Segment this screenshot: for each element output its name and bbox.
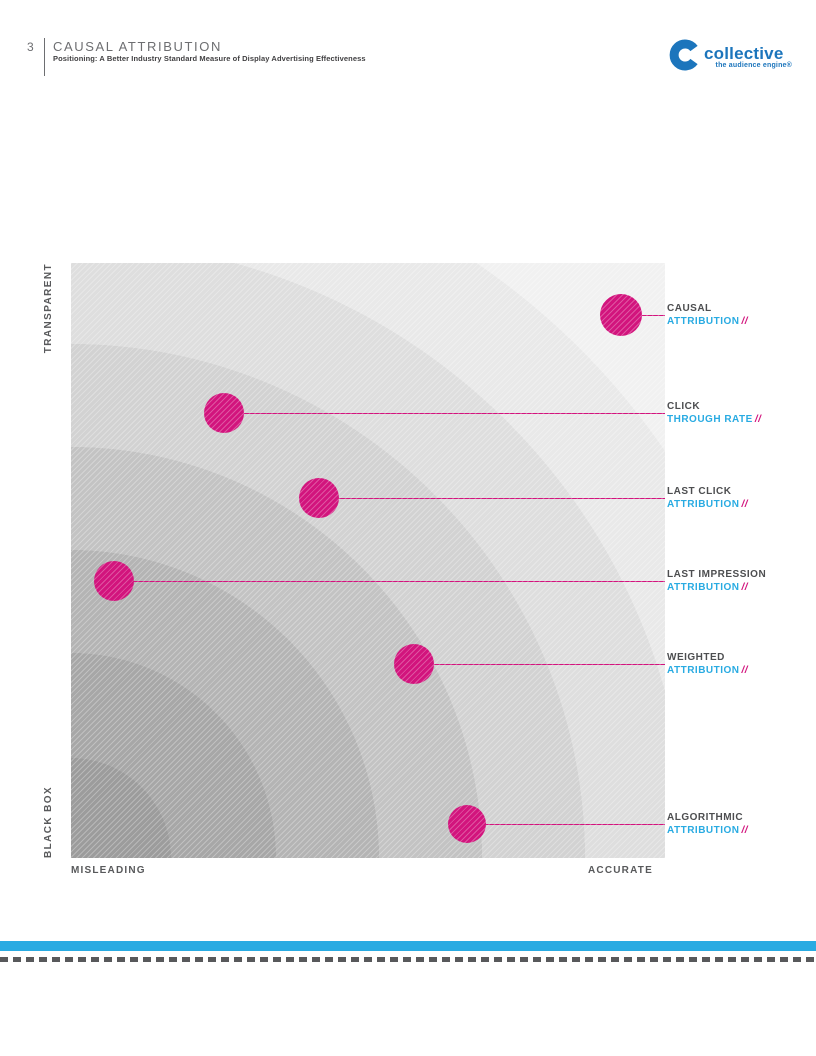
label-line2: ATTRIBUTION// (667, 582, 749, 593)
point-weighted-attribution (394, 644, 434, 684)
label-causal-attribution: CAUSAL ATTRIBUTION// (667, 302, 812, 328)
label-line1: LAST IMPRESSION (667, 569, 767, 580)
slashes-glyph: // (754, 414, 762, 425)
slashes-glyph: // (741, 825, 749, 836)
point-last-click-attribution (299, 478, 339, 518)
label-line2: ATTRIBUTION// (667, 825, 749, 836)
label-line2: THROUGH RATE// (667, 414, 762, 425)
connector-algorithmic-attribution (467, 824, 665, 825)
page-number: 3 (27, 40, 34, 54)
attribution-quadrant-chart (71, 263, 665, 858)
label-line1: ALGORITHMIC (667, 812, 744, 823)
label-click-through-rate: CLICK THROUGH RATE// (667, 400, 812, 426)
label-weighted-attribution: WEIGHTED ATTRIBUTION// (667, 651, 812, 677)
footer-blue-bar (0, 941, 816, 951)
connector-causal-attribution (621, 315, 665, 316)
connector-weighted-attribution (414, 664, 665, 665)
collective-c-icon (668, 38, 702, 77)
header-divider (44, 38, 45, 76)
label-line1: CLICK (667, 401, 701, 412)
label-line2: ATTRIBUTION// (667, 499, 749, 510)
slashes-glyph: // (741, 665, 749, 676)
point-algorithmic-attribution (448, 805, 486, 843)
page-subtitle: Positioning: A Better Industry Standard … (53, 54, 366, 63)
y-axis-bottom-label: BLACK BOX (43, 785, 54, 858)
slashes-glyph: // (741, 316, 749, 327)
label-line2: ATTRIBUTION// (667, 316, 749, 327)
x-axis-right-label: ACCURATE (588, 865, 653, 876)
label-line2: ATTRIBUTION// (667, 665, 749, 676)
point-last-impression-attribution (94, 561, 134, 601)
page-title: CAUSAL ATTRIBUTION (53, 39, 222, 54)
y-axis-top-label: TRANSPARENT (43, 263, 54, 354)
connector-last-click-attribution (319, 498, 665, 499)
connector-click-through-rate (224, 413, 665, 414)
point-click-through-rate (204, 393, 244, 433)
slashes-glyph: // (741, 582, 749, 593)
logo-tagline: the audience engine® (715, 62, 792, 69)
label-last-click-attribution: LAST CLICK ATTRIBUTION// (667, 485, 812, 511)
brand-logo: collective the audience engine® (668, 38, 796, 76)
x-axis-left-label: MISLEADING (71, 865, 146, 876)
slashes-glyph: // (741, 499, 749, 510)
connector-last-impression-attribution (114, 581, 665, 582)
footer-dashed-rule (0, 957, 816, 962)
logo-wordmark: collective (704, 44, 784, 63)
label-algorithmic-attribution: ALGORITHMIC ATTRIBUTION// (667, 811, 812, 837)
diagonal-hatch-overlay (71, 263, 665, 858)
point-causal-attribution (600, 294, 642, 336)
label-line1: LAST CLICK (667, 486, 732, 497)
label-last-impression-attribution: LAST IMPRESSION ATTRIBUTION// (667, 568, 812, 594)
label-line1: CAUSAL (667, 303, 712, 314)
label-line1: WEIGHTED (667, 652, 725, 663)
